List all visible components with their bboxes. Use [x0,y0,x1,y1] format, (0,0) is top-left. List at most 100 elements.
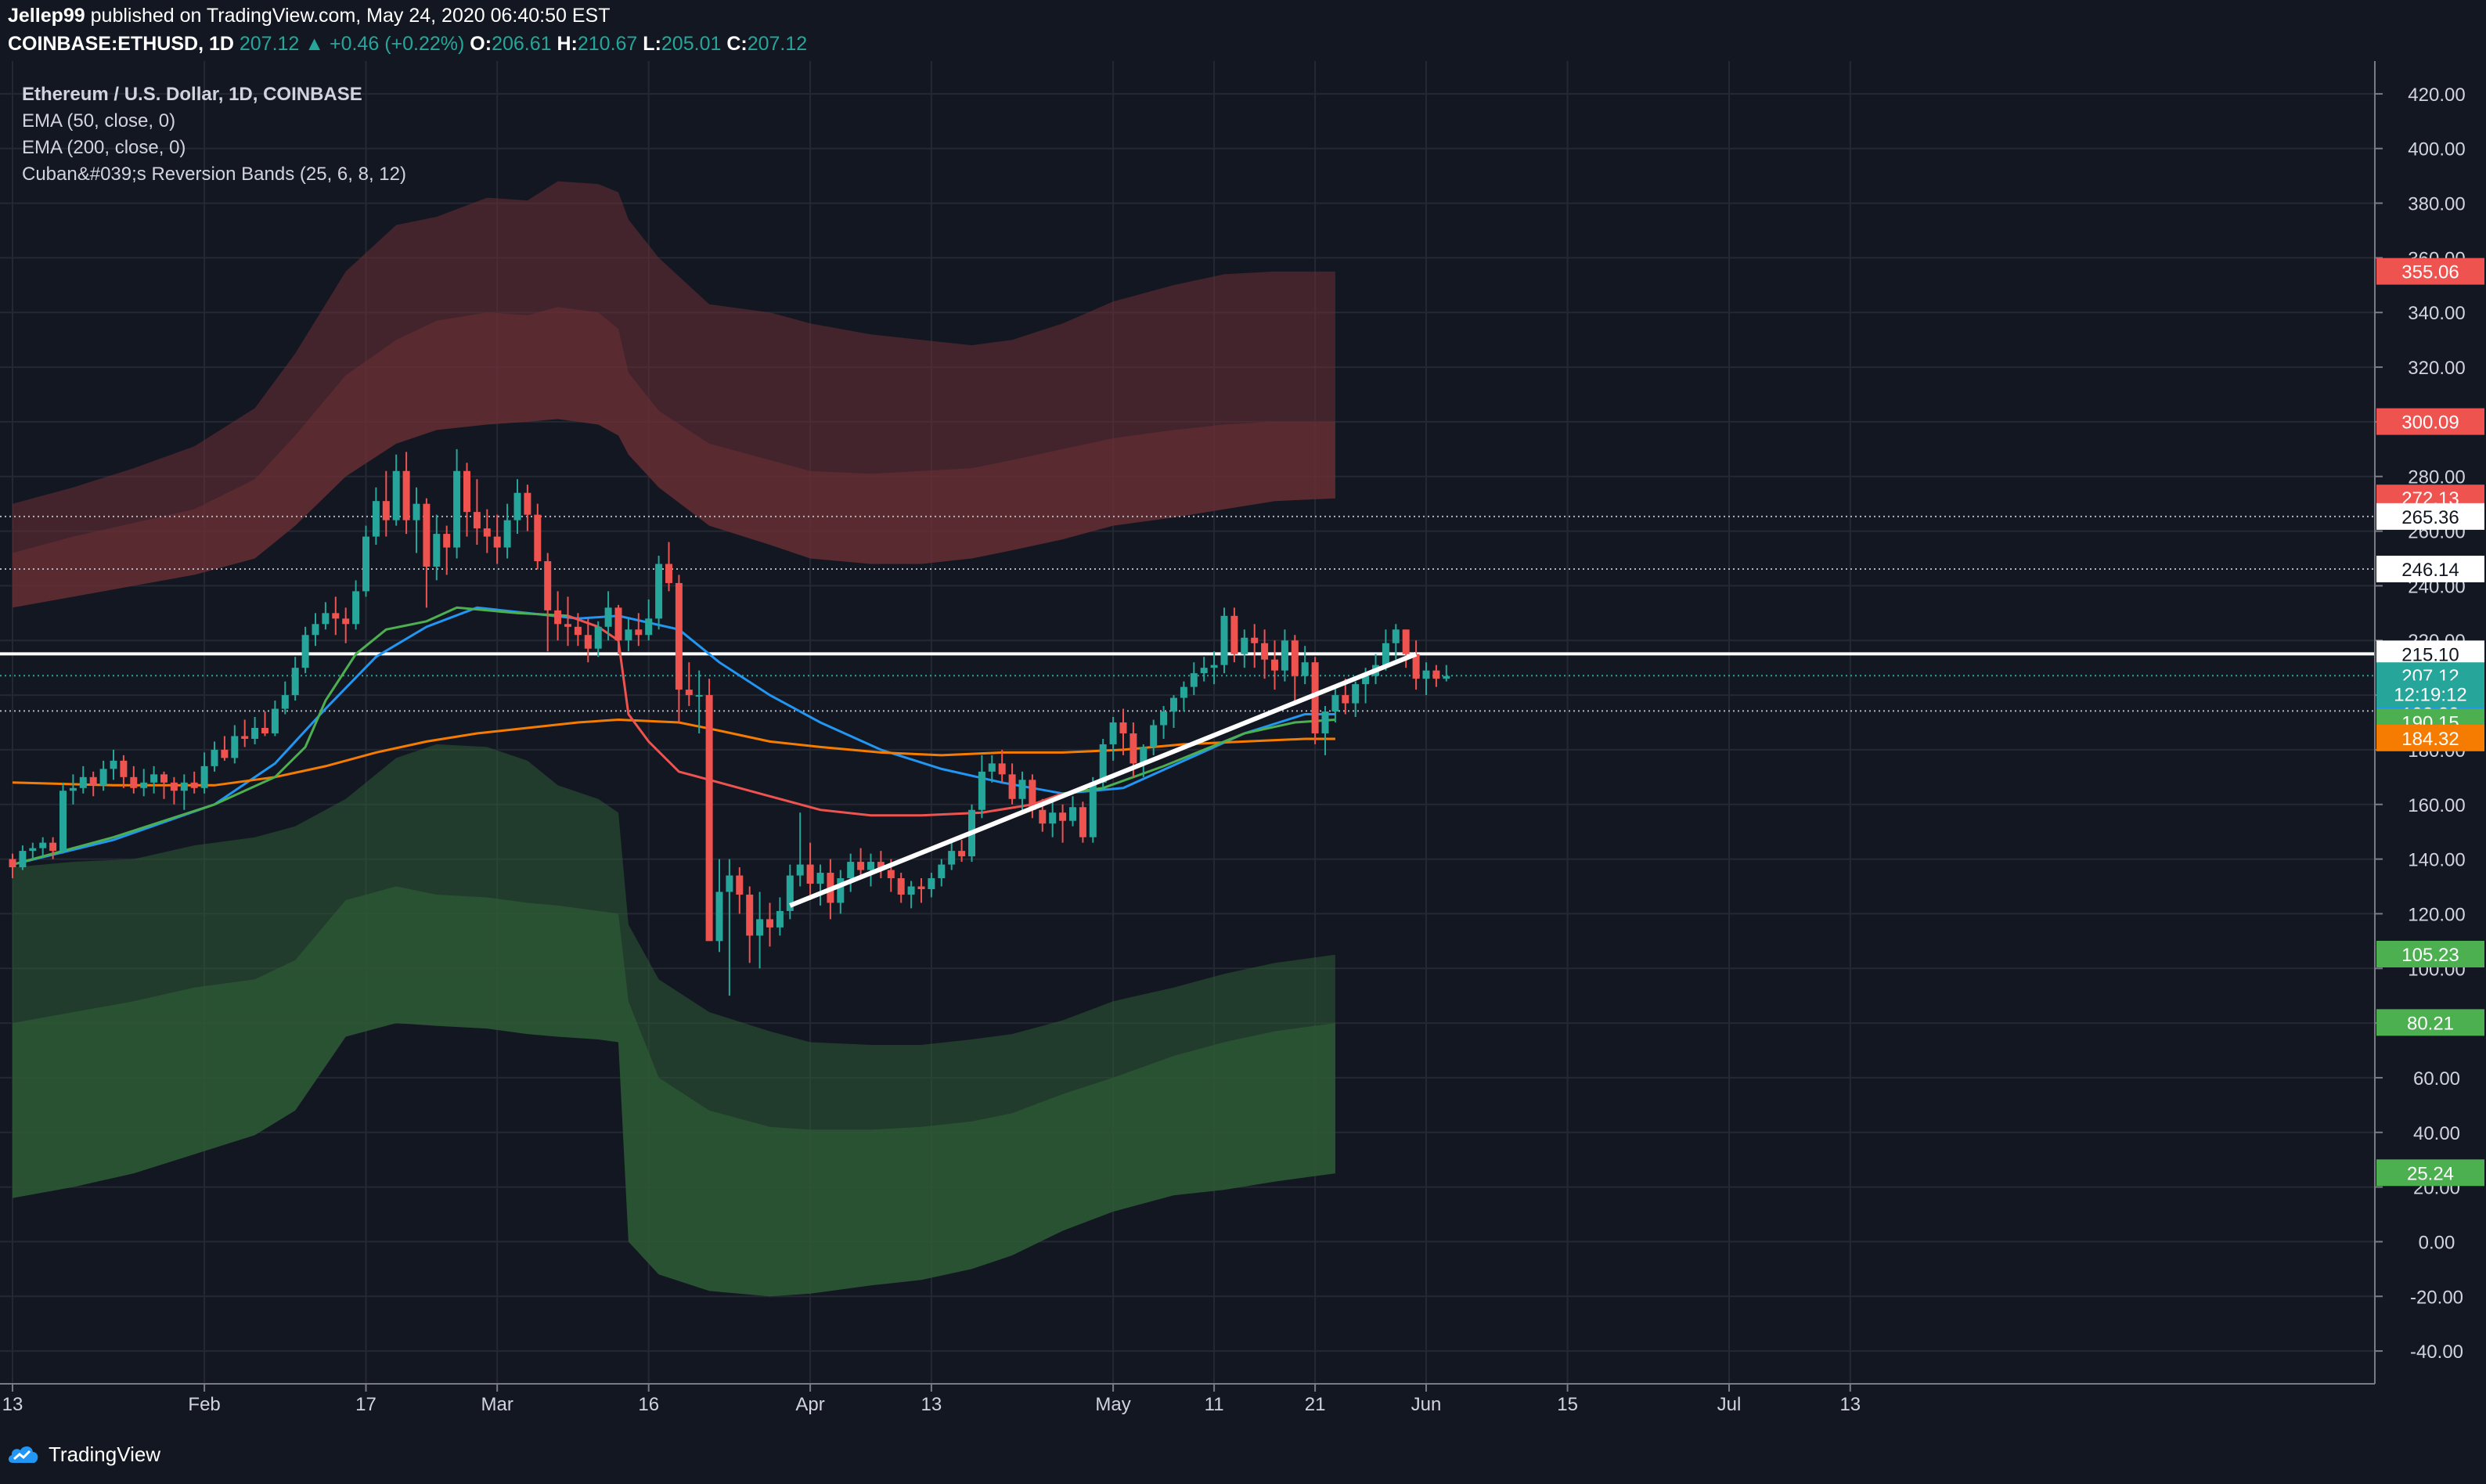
last-price: 207.12 [239,33,300,55]
candle-body [372,501,380,537]
price-label-bg [2376,502,2484,530]
candle-body [958,851,966,857]
candle-body [635,629,643,636]
candle-body [786,875,794,911]
candle-body [1018,780,1026,799]
candle-body [645,618,653,636]
candle-body [584,635,592,649]
candle-body [251,727,259,739]
candle-body [322,613,330,625]
time-tick-label: Feb [188,1394,220,1415]
ascending-trendline [789,651,1418,908]
price-change: ▲ +0.46 (+0.22%) [304,33,465,55]
price-tick-label: -20.00 [2410,1287,2463,1308]
close-value: 207.12 [747,33,808,55]
candle-body [574,626,582,636]
price-label: 246.14 [2401,560,2459,581]
candle-body [1160,711,1168,726]
candle-body [877,862,885,870]
candle-body [190,782,198,788]
candle-body [1210,665,1218,668]
time-tick-label: 15 [1557,1394,1578,1415]
legend-bands[interactable]: Cuban&#039;s Reversion Bands (25, 6, 8, … [22,164,406,185]
symbol-line: COINBASE:ETHUSD, 1D 207.12 ▲ +0.46 (+0.2… [8,33,807,56]
time-tick-label: 17 [355,1394,377,1415]
candle-body [9,859,16,868]
candle-body [1170,697,1177,712]
candle-body [433,534,441,567]
candle-body [1443,675,1450,679]
price-label: 355.06 [2401,262,2459,283]
candle-body [1140,747,1148,764]
candle-body [1412,654,1420,679]
upper-band-inner [13,307,1335,608]
candle-body [816,873,824,884]
trendline[interactable] [789,651,1418,908]
candle-body [483,528,491,537]
candle-body [513,492,521,520]
chart-grid [0,61,2375,1384]
candle-body [79,776,87,788]
candle-body [776,910,784,928]
legend-ema200[interactable]: EMA (200, close, 0) [22,137,186,158]
price-tick-label: -40.00 [2410,1342,2463,1363]
candle-body [1109,722,1117,744]
candle-body [1392,629,1400,643]
candle-body [443,534,451,548]
candle-body [978,771,985,810]
candle-body [1301,662,1309,676]
price-label-bg [2376,940,2484,967]
time-tick-label: Mar [481,1394,513,1415]
price-label: 80.21 [2407,1013,2454,1034]
candle-body [847,862,855,879]
candle-body [665,564,672,583]
candle-body [1059,812,1067,821]
legend-title[interactable]: Ethereum / U.S. Dollar, 1D, COINBASE [22,84,362,105]
candle-body [1099,744,1107,783]
candle-body [1119,722,1127,733]
price-label: 12:19:12 [2394,684,2466,705]
author[interactable]: Jellep99 [8,5,85,27]
candle-body [837,878,845,903]
time-tick-label: Apr [795,1394,824,1415]
candle-body [1029,780,1036,810]
symbol[interactable]: COINBASE:ETHUSD, 1D [8,33,234,55]
time-axis-ticks: 13 Feb 17 Mar 16 Apr 13 May 11 21 Jun 15 Jul 13 [2,1384,1861,1415]
candle-body [1230,615,1238,654]
price-label: 265.36 [2401,507,2459,528]
candle-body [1008,774,1016,799]
price-tick-label: 120.00 [2408,904,2465,925]
candle-body [756,919,764,936]
price-label-bg [2376,724,2484,751]
price-label-bg [2376,680,2484,708]
price-label-bg [2376,555,2484,582]
candle-body [140,782,148,788]
series-ema_short [12,606,568,866]
time-tick-label: 13 [2,1394,23,1415]
candle-body [39,842,47,848]
candle-body [685,690,693,696]
time-tick-label: 21 [1305,1394,1326,1415]
candle-body [221,749,229,758]
candle-body [392,470,400,520]
candle-body [806,864,814,884]
candle-body [604,607,612,627]
candle-body [988,763,996,772]
price-labels: 355.06300.09272.13265.36246.14215.10207.… [2376,258,2484,1187]
price-tick-label: 0.00 [2419,1232,2455,1253]
candle-body [524,492,531,515]
legend-ema50[interactable]: EMA (50, close, 0) [22,110,176,131]
candle-body [130,776,138,788]
candle-body [211,749,218,766]
candle-body [796,864,804,876]
publish-line: Jellep99 published on TradingView.com, M… [8,5,611,27]
candle-body [928,878,935,889]
tradingview-brand[interactable]: TradingView [6,1439,160,1470]
tradingview-cloud-icon [8,1446,38,1463]
candle-body [1382,643,1389,665]
time-tick-label: May [1095,1394,1130,1415]
candle-body [241,736,249,739]
candle-body [110,760,117,769]
open-value: 206.61 [492,33,552,55]
